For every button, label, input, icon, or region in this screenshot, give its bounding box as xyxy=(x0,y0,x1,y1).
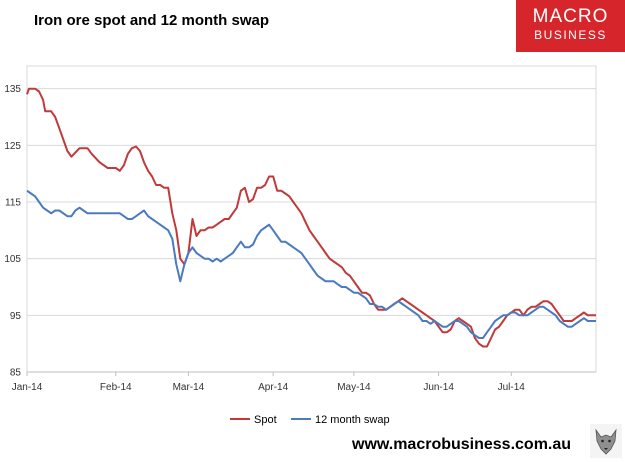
wolf-logo-icon xyxy=(590,424,622,458)
series-line-spot xyxy=(26,87,596,348)
logo-line-1: MACRO xyxy=(532,6,609,27)
y-tick-label: 135 xyxy=(4,84,21,95)
macrobusiness-logo[interactable]: MACRO BUSINESS xyxy=(516,0,625,52)
legend-label: Spot xyxy=(254,414,277,426)
x-tick-label: Feb-14 xyxy=(100,382,132,393)
plot-area-frame xyxy=(26,65,597,373)
y-tick-label: 85 xyxy=(10,368,22,379)
y-tick-label: 115 xyxy=(5,198,21,209)
y-tick-label: 95 xyxy=(10,311,22,322)
x-tick-label: Mar-14 xyxy=(173,382,205,393)
y-tick-label: 105 xyxy=(4,254,21,265)
legend-label: 12 month swap xyxy=(315,414,390,426)
series-lines xyxy=(26,87,596,348)
y-axis-ticks: 85 95 105 115 125 135 xyxy=(4,84,21,378)
x-tick-label: Jun-14 xyxy=(423,382,454,393)
x-tick-label: Jul-14 xyxy=(498,382,526,393)
chart-title: Iron ore spot and 12 month swap xyxy=(34,12,270,29)
x-tick-label: Jan-14 xyxy=(12,382,43,393)
legend: Spot 12 month swap xyxy=(230,414,390,426)
x-tick-label: Apr-14 xyxy=(258,382,288,393)
x-axis-ticks: Jan-14 Feb-14 Mar-14 Apr-14 May-14 Jun-14 Jul-… xyxy=(12,371,596,393)
y-tick-label: 125 xyxy=(4,141,21,152)
series-line-12-month-swap xyxy=(26,189,596,339)
logo-line-2: BUSINESS xyxy=(534,28,607,42)
x-tick-label: May-14 xyxy=(337,382,371,393)
gridlines xyxy=(27,88,596,316)
website-url[interactable]: www.macrobusiness.com.au xyxy=(352,436,572,453)
